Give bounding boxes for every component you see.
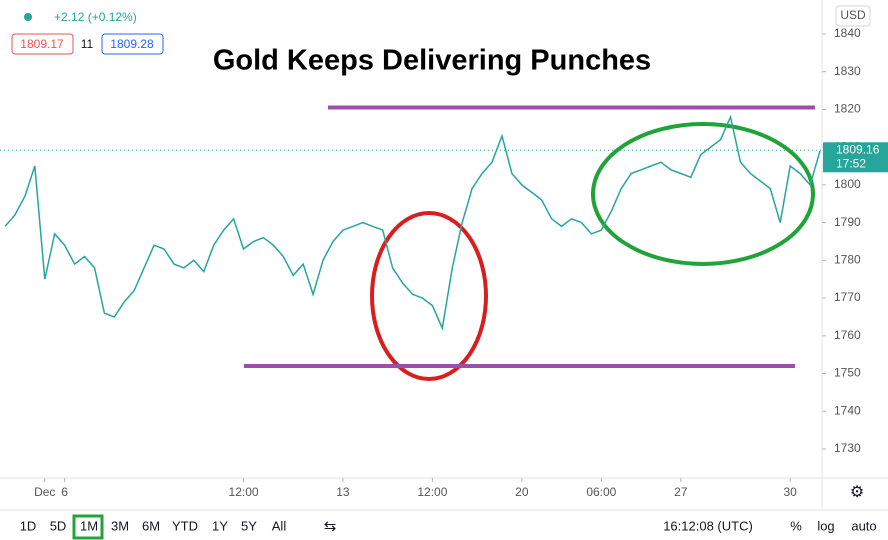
y-tick-label: 1800 — [834, 177, 861, 191]
range-button[interactable]: 5Y — [241, 518, 257, 533]
ask-box[interactable] — [101, 33, 164, 55]
percent-toggle[interactable]: % — [790, 518, 802, 533]
bid-box[interactable] — [11, 33, 74, 55]
y-tick-label: 1740 — [834, 403, 861, 417]
y-tick-label: 1770 — [834, 290, 861, 304]
log-toggle[interactable]: log — [817, 518, 834, 533]
range-button[interactable]: 6M — [142, 518, 160, 533]
change: +2.12 (+0.12%) — [54, 10, 137, 24]
range-highlight — [72, 514, 104, 540]
x-tick-label: 06:00 — [586, 485, 616, 499]
range-button[interactable]: 3M — [111, 518, 129, 533]
last-price: 1809.16 — [836, 142, 880, 156]
x-tick-label: 6 — [61, 485, 68, 499]
x-tick-label: 12:00 — [417, 485, 447, 499]
ask[interactable]: 1809.28 — [110, 37, 154, 51]
range-button[interactable]: YTD — [172, 518, 198, 533]
y-tick-label: 1780 — [834, 252, 861, 266]
y-tick-label: 1760 — [834, 328, 861, 342]
y-tick-label: 1840 — [834, 26, 861, 40]
x-tick-label: 30 — [784, 485, 798, 499]
settings-icon[interactable]: ⚙ — [850, 484, 864, 501]
currency-box[interactable] — [835, 5, 871, 27]
status-dot — [24, 13, 32, 21]
range-button[interactable]: 1M — [80, 518, 98, 533]
currency[interactable]: USD — [840, 8, 866, 22]
highlight-ellipse — [370, 211, 488, 381]
last-time: 17:52 — [836, 156, 866, 170]
range-button[interactable]: All — [272, 518, 287, 533]
clock: 16:12:08 (UTC) — [663, 518, 753, 533]
compare-icon[interactable]: ⇆ — [324, 518, 337, 535]
y-tick-label: 1790 — [834, 215, 861, 229]
x-tick-label: Dec — [34, 485, 55, 499]
chart-title: Gold Keeps Delivering Punches — [213, 45, 651, 77]
x-tick-label: 13 — [336, 485, 350, 499]
x-tick-label: 20 — [515, 485, 529, 499]
last-price-box — [823, 142, 888, 173]
range-button[interactable]: 1Y — [212, 518, 228, 533]
x-tick-label: 12:00 — [229, 485, 259, 499]
range-button[interactable]: 1D — [20, 518, 37, 533]
y-tick-label: 1830 — [834, 64, 861, 78]
highlight-ellipse — [591, 122, 815, 266]
bid[interactable]: 1809.17 — [20, 37, 64, 51]
y-tick-label: 1750 — [834, 366, 861, 380]
price-line — [4, 114, 821, 331]
y-tick-label: 1820 — [834, 102, 861, 116]
y-tick-label: 1730 — [834, 441, 861, 455]
spread: 11 — [81, 37, 94, 51]
range-button[interactable]: 5D — [50, 518, 67, 533]
auto-toggle[interactable]: auto — [851, 518, 876, 533]
x-tick-label: 27 — [674, 485, 688, 499]
